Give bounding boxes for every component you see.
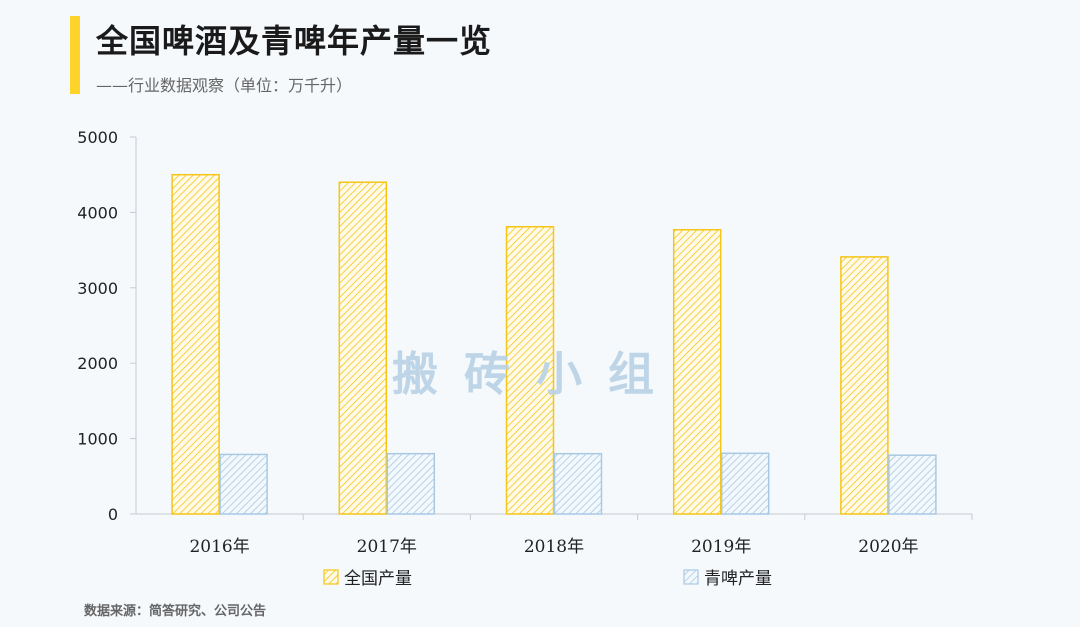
legend-label-0: 全国产量 bbox=[344, 569, 412, 589]
watermark-text: 搬砖小组 bbox=[392, 347, 680, 401]
bar-tsingtao-1 bbox=[386, 452, 436, 515]
legend-swatch-1 bbox=[683, 569, 699, 585]
chart-axes: 0 1000 2000 3000 4000 5000 2016年 2017年 2018年 2019… bbox=[77, 128, 973, 557]
y-tick-label: 4000 bbox=[77, 203, 118, 222]
page-subtitle: ——行业数据观察（单位：万千升） bbox=[96, 76, 353, 95]
title-accent-bar bbox=[70, 16, 80, 94]
y-tick-label: 5000 bbox=[77, 128, 118, 147]
x-tick-label: 2016年 bbox=[189, 537, 249, 557]
legend-label-1: 青啤产量 bbox=[704, 569, 772, 589]
chart-bars bbox=[171, 173, 937, 515]
x-tick-label: 2017年 bbox=[357, 537, 417, 557]
data-source-note: 数据来源：简答研究、公司公告 bbox=[84, 604, 267, 619]
legend-swatch-0 bbox=[323, 569, 339, 585]
x-tick-label: 2020年 bbox=[858, 537, 918, 557]
bar-tsingtao-0 bbox=[219, 453, 268, 515]
y-tick-label: 2000 bbox=[77, 354, 118, 373]
y-tick-label: 0 bbox=[108, 505, 118, 524]
bar-national-2 bbox=[505, 225, 555, 515]
x-tick-label: 2018年 bbox=[524, 537, 584, 557]
bar-national-3 bbox=[672, 228, 722, 515]
bar-national-0 bbox=[171, 173, 220, 515]
bar-tsingtao-3 bbox=[720, 452, 770, 515]
chart-legend: 全国产量 青啤产量 bbox=[323, 569, 772, 589]
y-tick-label: 3000 bbox=[77, 279, 118, 298]
bar-national-4 bbox=[840, 256, 889, 515]
y-tick-label: 1000 bbox=[77, 430, 118, 449]
page-title: 全国啤酒及青啤年产量一览 bbox=[96, 22, 493, 60]
bar-national-1 bbox=[338, 181, 388, 515]
x-tick-label: 2019年 bbox=[691, 537, 751, 557]
bar-tsingtao-2 bbox=[553, 452, 603, 515]
bar-tsingtao-4 bbox=[888, 454, 937, 515]
